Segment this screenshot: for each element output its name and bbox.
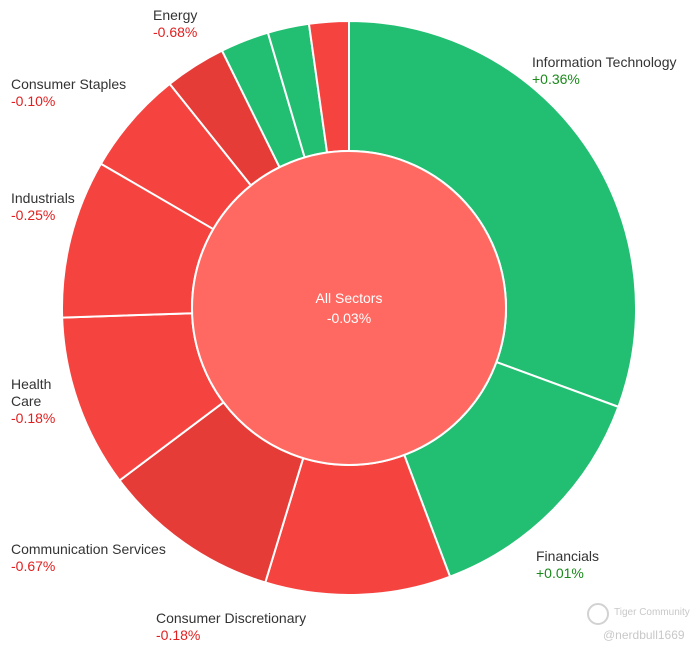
sector-name: Information Technology [532, 54, 677, 70]
sector-name: Care [11, 393, 42, 409]
sector-change: -0.10% [11, 93, 56, 109]
label-communication-services: Communication Services -0.67% [11, 541, 166, 575]
tiger-logo-icon [587, 603, 609, 625]
sector-name: Communication Services [11, 541, 166, 557]
center-change: -0.03% [327, 310, 371, 326]
watermark-brand: Tiger Community [614, 607, 690, 618]
sector-change: +0.36% [532, 71, 580, 87]
sector-change: -0.18% [156, 627, 201, 643]
sector-change: -0.68% [153, 24, 198, 40]
label-consumer-staples: Consumer Staples -0.10% [11, 76, 126, 110]
label-energy: Energy -0.68% [153, 7, 197, 41]
label-financials: Financials +0.01% [536, 548, 599, 582]
center-label: All Sectors [316, 290, 383, 306]
sector-change: -0.18% [11, 410, 56, 426]
sector-name: Health [11, 376, 52, 392]
sector-change: +0.01% [536, 565, 584, 581]
label-information-technology: Information Technology +0.36% [532, 54, 677, 88]
label-health-care: Health Care -0.18% [11, 376, 55, 427]
sector-name: Consumer Staples [11, 76, 127, 92]
sector-name: Consumer Discretionary [156, 610, 307, 626]
center-disc[interactable] [191, 150, 507, 466]
sector-change: -0.67% [11, 558, 56, 574]
label-consumer-discretionary: Consumer Discretionary -0.18% [156, 610, 306, 644]
watermark-user: @nerdbull1669 [603, 628, 685, 642]
label-industrials: Industrials -0.25% [11, 190, 75, 224]
sector-name: Energy [153, 7, 198, 23]
sector-change: -0.25% [11, 207, 56, 223]
donut-segments [61, 19, 637, 596]
sector-name: Industrials [11, 190, 75, 206]
sector-name: Financials [536, 548, 600, 564]
